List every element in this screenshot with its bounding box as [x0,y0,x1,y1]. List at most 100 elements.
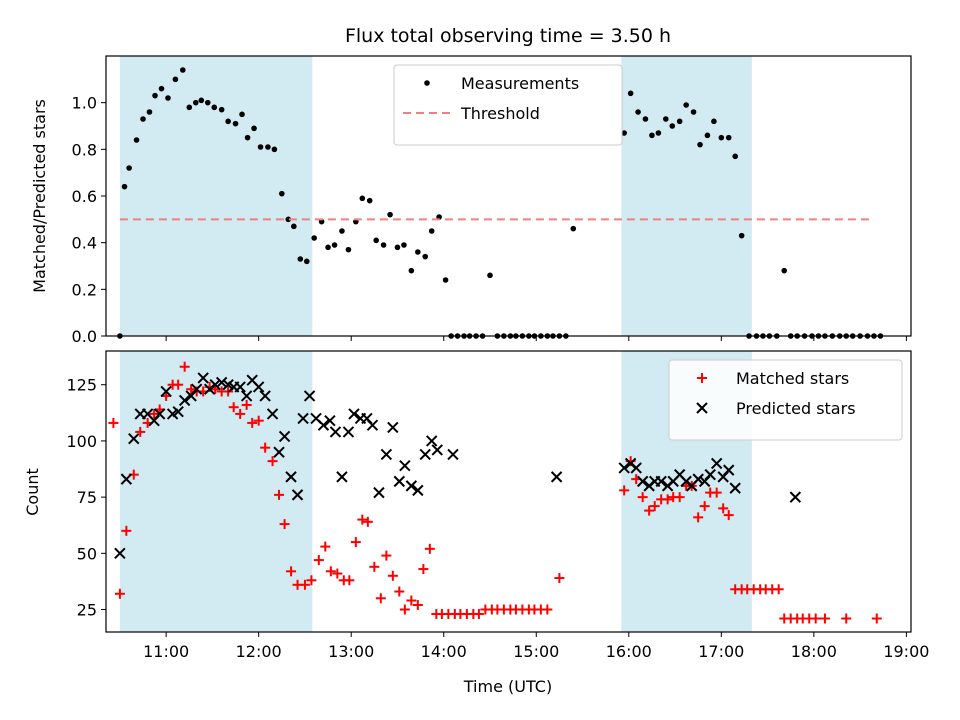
top-measurement-point [279,190,285,197]
x-marker-b [329,426,342,438]
top-measurement-point [303,258,310,265]
bottom-matched-star-point [542,604,553,615]
bottom-matched-star-point [313,555,324,566]
top-measurement-point [373,237,379,244]
bottom-predicted-star-point [234,381,246,393]
top-measurement-point [244,134,251,141]
top-measurement-point [642,116,649,122]
top-measurement-point [442,277,449,283]
x-marker-b [197,372,209,384]
top-measurement-point [204,99,211,106]
bottom-matched-star-point [260,442,271,453]
top-measurement-point [146,109,153,115]
bottom-predicted-star-point [329,426,342,438]
bottom-predicted-star-point [324,414,336,427]
x-marker-b [680,475,692,488]
x-marker-b [172,405,184,418]
top-shaded-region [621,56,752,336]
bottom-matched-star-point [306,575,317,586]
bottom-matched-star-point [424,543,435,554]
legend-label: Predicted stars [736,399,856,418]
x-marker-b [178,394,191,407]
x-marker-b [387,421,399,434]
top-measurement-point [285,216,292,223]
bottom-y-tick-label: 100 [66,432,97,451]
top-shaded-region [119,56,313,336]
x-marker-b [240,390,253,402]
bottom-predicted-star-point [366,419,379,431]
x-marker-b [310,412,322,425]
top-measurement-point [218,106,225,113]
top-measurement-point [380,242,387,248]
top-measurement-point [627,90,634,97]
top-measurement-point [239,111,245,118]
bottom-matched-star-point [299,579,310,590]
top-y-tick-label: 0.2 [72,280,97,299]
bottom-predicted-star-point [297,412,309,425]
x-marker-b [630,462,642,474]
top-measurement-point [325,244,331,251]
x-marker-b [412,484,424,497]
bottom-matched-star-point [279,519,290,530]
x-marker-b [692,473,704,485]
top-measurement-point [297,256,304,262]
top-y-tick-label: 0.0 [72,327,97,346]
legend-label: Matched stars [736,369,849,388]
bottom-matched-star-point [810,613,821,624]
top-measurement-point [697,141,703,148]
bottom-x-tick-label: 13:00 [328,642,374,661]
x-marker-b [209,379,221,391]
bottom-y-tick-label: 50 [77,544,97,563]
top-measurement-point [126,165,132,171]
top-measurement-point [179,67,186,73]
bottom-matched-star-point [718,503,729,514]
bottom-matched-star-point [350,537,361,548]
top-measurement-point [487,272,493,279]
bottom-matched-star-point [179,361,190,372]
x-marker-b [190,383,203,395]
bottom-legend: Matched stars Predicted stars [668,359,903,441]
bottom-predicted-star-point [303,390,316,402]
bottom-matched-star-point [274,489,285,500]
bottom-matched-star-point [362,516,373,527]
bottom-x-tick-label: 19:00 [883,642,929,661]
x-marker-b [431,444,443,456]
x-marker-b [673,468,686,481]
bottom-predicted-star-point [336,471,348,483]
bottom-predicted-star-point [120,473,133,485]
bottom-matched-star-point [412,600,423,611]
x-marker-b [419,448,431,461]
top-measurement-point [570,225,577,232]
bottom-x-tick-label: 15:00 [513,642,559,661]
bottom-matched-star-point [381,550,392,561]
bottom-matched-star-point [369,561,380,572]
x-marker-b [425,435,438,447]
x-marker-b [704,468,716,481]
bottom-matched-star-point [267,456,278,467]
top-measurement-point [683,102,689,108]
top-measurement-point [265,144,271,150]
bottom-panel: 25 50 75 100 125 11:00 12:00 13:00 14:00 15:00 16:… [66,350,929,661]
bottom-x-tick-label: 17:00 [698,642,744,661]
bottom-matched-star-point [723,510,734,521]
bottom-y-axis-label: Count [23,468,42,516]
top-measurement-point [158,85,165,92]
bottom-matched-star-point [114,588,125,599]
bottom-predicted-star-point [630,462,642,474]
bottom-predicted-star-point [789,491,802,503]
bottom-matched-star-point [173,379,184,390]
x-marker-b [348,408,360,420]
bottom-predicted-star-point [285,471,297,483]
x-marker-b [246,374,258,386]
bottom-predicted-star-point [209,379,221,391]
top-measurement-point [232,120,239,127]
x-marker-b [380,448,393,461]
bottom-x-tick-label: 16:00 [606,642,652,661]
top-measurement-point [211,104,218,111]
x-marker-b [222,379,234,391]
x-marker-b [317,419,330,431]
top-measurement-point [662,116,669,122]
top-measurement-point [394,244,401,251]
bottom-predicted-star-point [710,457,723,470]
legend-box [668,359,903,441]
